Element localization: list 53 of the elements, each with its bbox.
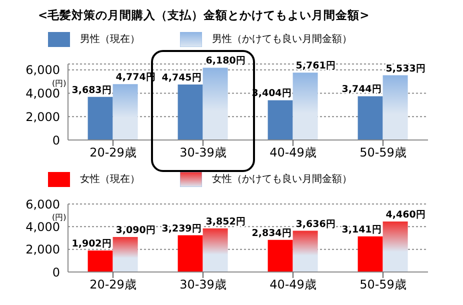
bar	[202, 228, 228, 272]
bar	[202, 68, 228, 140]
x-tick-label: 20-29歳	[90, 146, 136, 160]
bar	[268, 100, 293, 140]
x-tick-label: 40-49歳	[270, 146, 316, 160]
bar	[358, 236, 383, 272]
data-label: 3,744円	[342, 84, 382, 96]
y-tick-label: 6,000	[26, 197, 60, 212]
data-label: 6,180円	[206, 56, 246, 67]
data-label: 3,090円	[116, 224, 156, 236]
bar	[292, 230, 318, 272]
x-tick-label: 20-29歳	[90, 278, 136, 292]
data-label: 3,636円	[296, 218, 336, 230]
y-axis-title: (円)	[52, 78, 66, 88]
y-tick-label: 4,000	[26, 220, 60, 234]
x-tick-label: 30-39歳	[180, 278, 226, 292]
data-label: 4,460円	[386, 209, 426, 220]
y-tick-label: 0	[52, 265, 60, 280]
data-label: 3,683円	[72, 84, 112, 96]
bar	[112, 84, 138, 140]
bar	[268, 240, 293, 272]
x-tick-label: 30-39歳	[180, 146, 226, 160]
data-label: 3,141円	[342, 224, 382, 236]
bar	[112, 236, 138, 272]
data-label: 5,533円	[386, 63, 426, 74]
bar	[178, 235, 203, 272]
legend-label: 男性（かけても良い月間金額）	[212, 32, 352, 46]
data-label: 2,834円	[252, 228, 292, 239]
x-tick-label: 50-59歳	[360, 146, 406, 160]
data-label: 3,852円	[206, 216, 246, 228]
bar	[178, 84, 203, 140]
chart-title: <毛髪対策の月間購入（支払）金額とかけてもよい月間金額>	[37, 8, 370, 24]
bar	[382, 75, 408, 140]
bar	[292, 72, 318, 140]
bar	[88, 96, 113, 140]
legend-label: 男性（現在）	[80, 32, 140, 46]
x-tick-label: 40-49歳	[270, 278, 316, 292]
data-label: 1,902円	[72, 238, 112, 250]
bar	[382, 221, 408, 272]
x-tick-label: 50-59歳	[360, 278, 406, 292]
y-tick-label: 0	[52, 133, 60, 148]
bar	[88, 250, 113, 272]
legend-label: 女性（かけても良い月間金額）	[212, 172, 352, 186]
legend-label: 女性（現在）	[80, 172, 140, 186]
y-axis-title: (円)	[52, 212, 66, 222]
y-tick-label: 4,000	[26, 86, 60, 100]
y-tick-label: 6,000	[26, 63, 60, 78]
data-label: 3,239円	[162, 223, 202, 234]
y-tick-label: 2,000	[26, 242, 60, 257]
data-label: 5,761円	[296, 60, 336, 72]
data-label: 4,745円	[162, 72, 202, 84]
y-tick-label: 2,000	[26, 110, 60, 124]
bar	[358, 96, 383, 140]
